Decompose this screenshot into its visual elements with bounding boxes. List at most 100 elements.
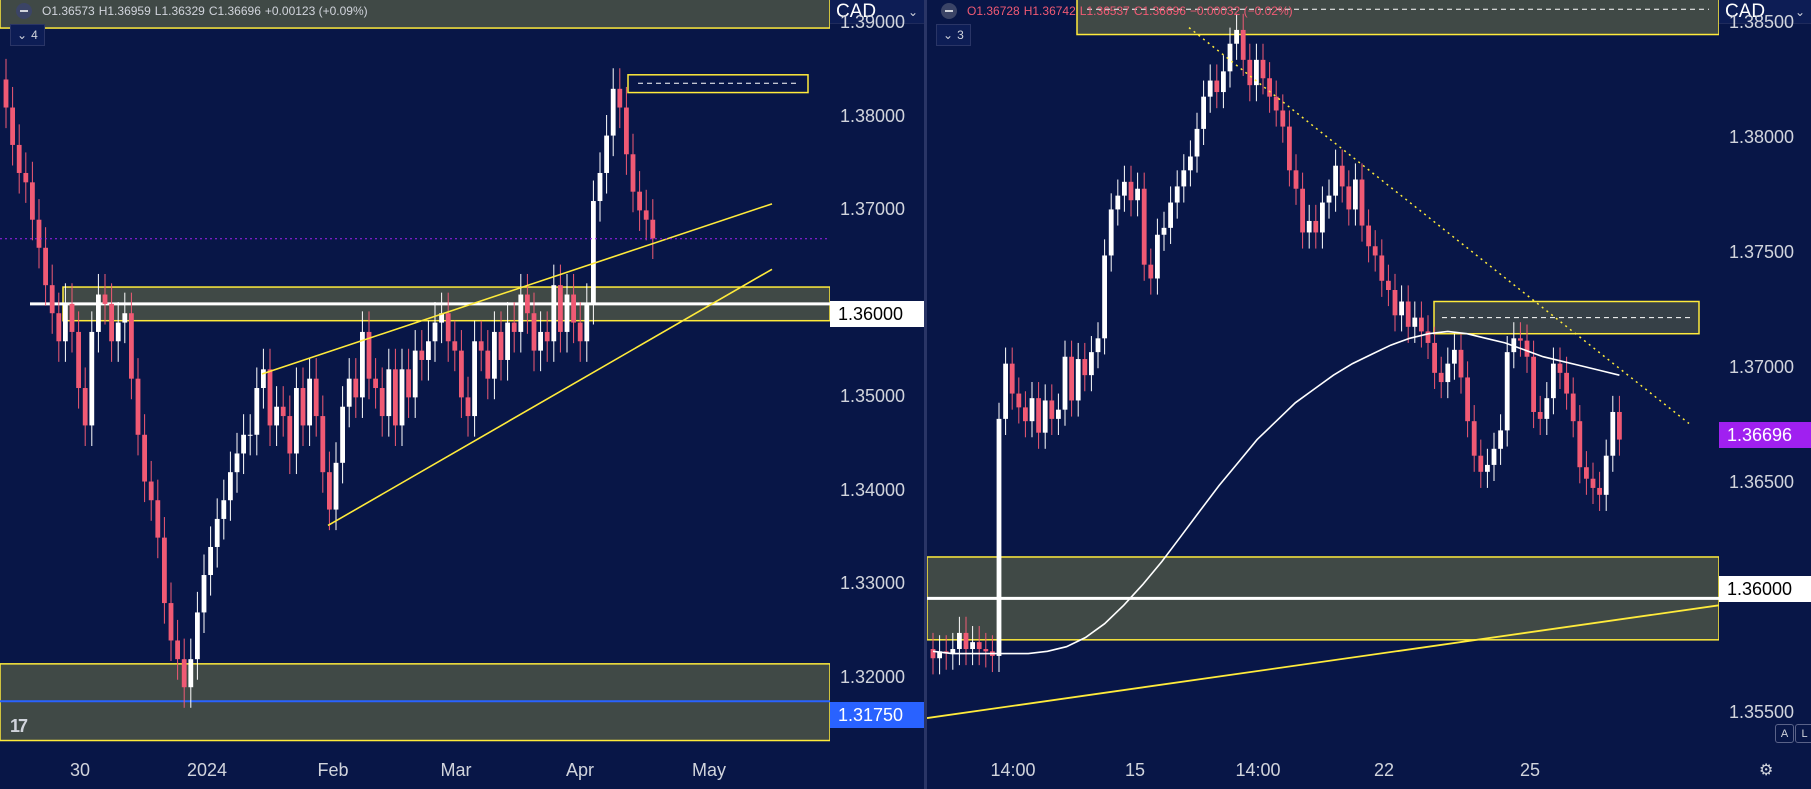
collapse-icon[interactable] [16, 3, 32, 19]
candle [1214, 64, 1220, 109]
candle-body [1419, 317, 1424, 332]
candle-body [1320, 202, 1325, 233]
candle-body [1056, 409, 1061, 419]
left-currency-selector[interactable]: CAD ⌄ [830, 0, 924, 24]
candle-body [1577, 421, 1583, 468]
candle-body [1194, 128, 1200, 157]
log-scale-button[interactable]: L [1795, 724, 1811, 743]
candle-body [1491, 448, 1497, 465]
candle [525, 273, 530, 334]
candle [643, 189, 649, 241]
candle [1372, 230, 1378, 272]
candle-body [109, 303, 114, 342]
candle [346, 358, 352, 428]
candle-body [1102, 255, 1107, 339]
right-last-price-label: 1.36696 [1719, 422, 1811, 448]
candle [56, 292, 62, 362]
candle-body [1155, 234, 1160, 279]
candle-body [996, 418, 1002, 656]
ascending-trendline [927, 604, 1719, 719]
candle [1188, 140, 1193, 187]
left-price-tick: 1.38000 [840, 105, 906, 126]
candle-body [208, 546, 213, 576]
candle-body [1544, 398, 1550, 419]
candle [492, 311, 497, 400]
candle-body [313, 378, 319, 417]
candle-body [1504, 352, 1510, 431]
candle-body [1003, 363, 1008, 419]
left-price-chart[interactable] [0, 0, 830, 748]
left-indicator-toggle[interactable]: ⌄ 4 [10, 24, 45, 46]
candle-body [56, 313, 62, 342]
candle-body [1405, 301, 1411, 327]
candle [432, 302, 438, 362]
candle-body [1128, 181, 1134, 201]
candle [963, 616, 969, 666]
candle [1260, 43, 1266, 95]
candle-body [280, 406, 286, 417]
right-price-chart[interactable] [927, 0, 1719, 748]
candle [247, 414, 253, 456]
right-time-axis[interactable]: 14:00 15 14:00 22 25 [927, 748, 1719, 789]
settings-gear-icon[interactable]: ⚙ [1759, 762, 1774, 779]
left-price-tick: 1.39000 [840, 12, 906, 33]
candle [1537, 395, 1543, 435]
candle-body [188, 659, 194, 688]
candle-body [1445, 363, 1451, 383]
candle-body [1557, 363, 1563, 373]
tradingview-logo-icon[interactable]: 17 [10, 716, 28, 736]
right-currency-selector[interactable]: CAD ⌄ [1719, 0, 1811, 24]
candle-body [320, 416, 326, 473]
candle [168, 582, 174, 662]
right-indicator-toggle[interactable]: ⌄ 3 [936, 24, 971, 46]
candle [465, 376, 471, 437]
candle-body [531, 313, 537, 351]
candle [1161, 211, 1167, 251]
candle [1023, 391, 1028, 438]
left-price-axis[interactable]: CAD ⌄ 1.39000 1.38000 1.37000 1.35000 1.3400… [830, 0, 924, 789]
candle-body [76, 331, 81, 389]
candle-body [155, 500, 161, 538]
candle-body [360, 331, 365, 398]
left-price-tick: 1.32000 [840, 666, 906, 687]
candle [518, 273, 524, 353]
candle-body [1122, 181, 1127, 196]
auto-scale-button[interactable]: A [1775, 724, 1794, 743]
candle [452, 320, 458, 372]
candle [280, 386, 286, 437]
candle [1029, 382, 1035, 438]
panel-divider[interactable] [924, 0, 927, 789]
right-price-axis[interactable]: CAD ⌄ 1.38500 1.38000 1.37500 1.37000 1.3650… [1719, 0, 1811, 789]
candle-body [564, 294, 570, 332]
candle-body [1280, 110, 1286, 127]
candle [1518, 322, 1523, 357]
candle-body [122, 313, 128, 323]
candle [1419, 301, 1424, 348]
candle-body [300, 388, 306, 426]
candle [1082, 342, 1088, 392]
collapse-icon[interactable] [941, 3, 957, 19]
candle [188, 638, 194, 708]
left-close: C1.36696 [208, 4, 261, 18]
candle [254, 367, 260, 456]
candle-body [1082, 359, 1088, 376]
candle [148, 460, 154, 521]
candle-body [16, 144, 22, 173]
candle-body [1465, 377, 1470, 422]
candle [1617, 395, 1622, 456]
candle [1201, 80, 1206, 145]
left-time-axis[interactable]: 30 2024 Feb Mar Apr May [0, 748, 830, 789]
candle [195, 591, 200, 680]
candle-body [1009, 363, 1015, 394]
left-time-tick: Apr [565, 760, 595, 780]
candle-body [1141, 188, 1147, 265]
candle [135, 358, 141, 456]
candle [1240, 13, 1246, 76]
candle [353, 358, 359, 418]
candle [1405, 285, 1411, 343]
candle-body [551, 285, 557, 342]
candle-body [1379, 255, 1385, 281]
candle [1399, 285, 1404, 332]
candle-body [439, 313, 444, 323]
candle [327, 451, 332, 531]
